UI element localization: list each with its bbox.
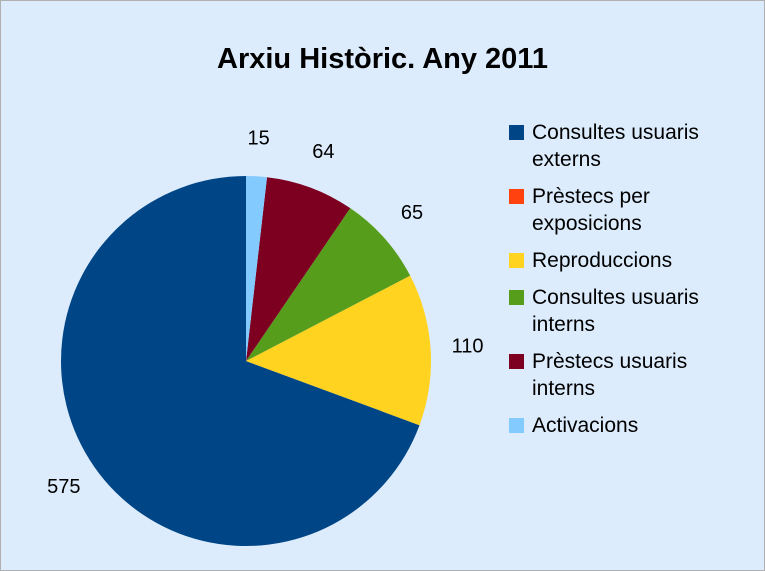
pie-slice (246, 177, 351, 361)
legend-item: Prèstecs usuaris interns (509, 348, 749, 402)
legend-swatch (509, 418, 524, 433)
legend-item: Consultes usuaris externs (509, 119, 749, 173)
legend-label: Consultes usuaris interns (532, 286, 699, 336)
legend-swatch (509, 125, 524, 140)
legend-swatch (509, 354, 524, 369)
pie-slice (246, 208, 411, 361)
legend-label: Prèstecs per exposicions (532, 185, 650, 235)
legend-swatch (509, 253, 524, 268)
legend-swatch (509, 290, 524, 305)
legend-item: Consultes usuaris interns (509, 284, 749, 338)
legend-label: Prèstecs usuaris interns (532, 350, 688, 400)
legend-item: Prèstecs per exposicions (509, 183, 749, 237)
data-label: 65 (401, 202, 423, 224)
data-label: 64 (312, 141, 334, 163)
data-label: 110 (452, 335, 484, 357)
legend-label: Activacions (532, 414, 639, 437)
pie-slice (246, 275, 431, 426)
data-label: 575 (47, 476, 80, 498)
chart-title: Arxiu Històric. Any 2011 (217, 43, 548, 75)
legend-item: Reproduccions (509, 247, 749, 274)
data-label: 15 (247, 128, 269, 150)
legend-item: Activacions (509, 412, 749, 439)
pie-slice (60, 176, 420, 546)
legend: Consultes usuaris externs Prèstecs per ex… (509, 119, 749, 449)
legend-label: Reproduccions (532, 249, 673, 272)
pie-slice (246, 176, 267, 361)
legend-swatch (509, 189, 524, 204)
legend-label: Consultes usuaris externs (532, 121, 699, 171)
